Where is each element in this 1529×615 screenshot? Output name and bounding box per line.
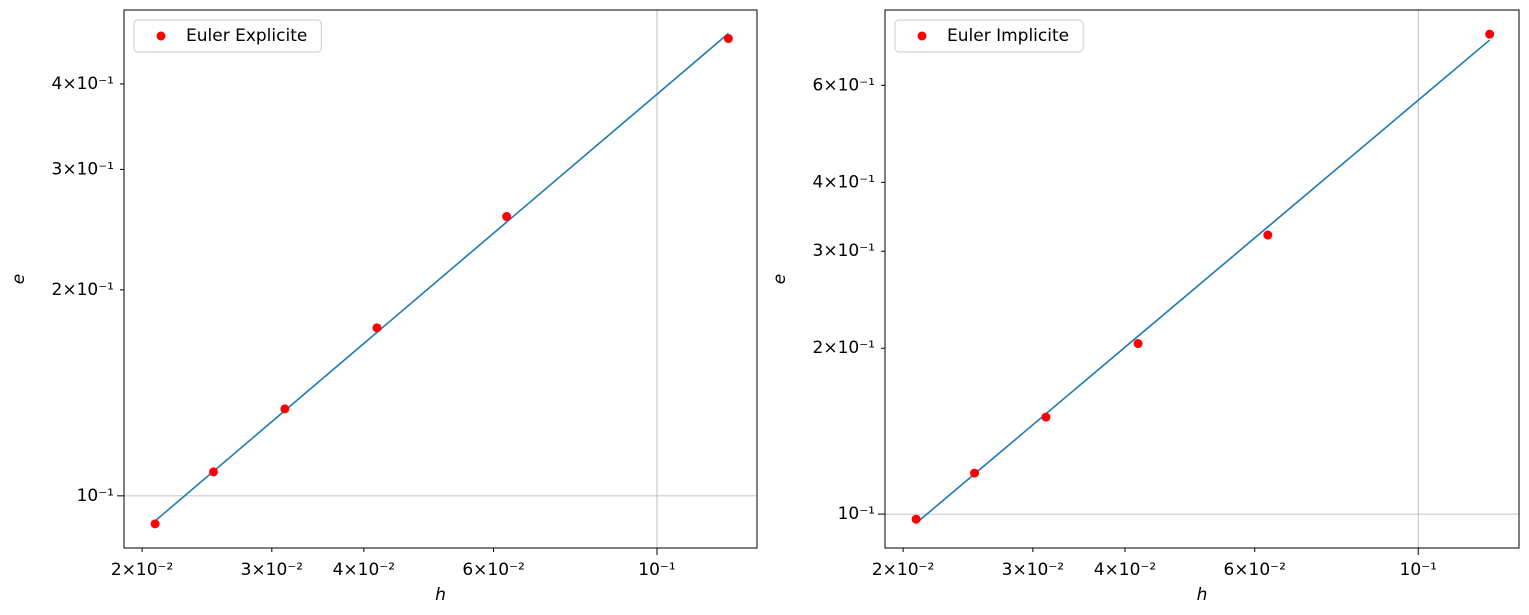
legend-box [894, 19, 1084, 53]
y-axis-label: e [770, 274, 790, 284]
point [208, 467, 218, 477]
y-tick-label: 2×10⁻¹ [813, 338, 875, 358]
point [372, 323, 382, 333]
y-tick-label: 4×10⁻¹ [52, 74, 114, 94]
x-tick-label: 3×10⁻² [241, 560, 303, 580]
y-tick-label: 4×10⁻¹ [813, 172, 875, 192]
x-tick-label: 2×10⁻² [872, 560, 934, 580]
y-axis-label: e [9, 274, 29, 284]
legend-label: Euler Implicite [947, 26, 1069, 46]
point [502, 212, 512, 222]
y-tick-label: 6×10⁻¹ [813, 75, 875, 95]
x-tick-label: 10⁻¹ [638, 560, 675, 580]
x-tick-label: 6×10⁻² [462, 560, 524, 580]
axes-frame [884, 9, 1520, 549]
x-tick-label: 4×10⁻² [333, 560, 395, 580]
legend-marker [917, 31, 927, 41]
point [911, 514, 921, 524]
fit-line [154, 32, 729, 522]
axes-frame [123, 9, 758, 549]
x-axis-label: h [435, 585, 446, 605]
point [280, 404, 290, 414]
legend-label: Euler Explicite [186, 26, 307, 46]
y-tick-label: 3×10⁻¹ [813, 241, 875, 261]
point [970, 468, 980, 478]
y-tick-label: 10⁻¹ [838, 504, 875, 524]
point [1263, 230, 1273, 240]
y-tick-label: 10⁻¹ [77, 486, 114, 506]
x-tick-label: 2×10⁻² [111, 560, 173, 580]
fit-line [915, 39, 1491, 524]
legend: Euler Explicite [133, 19, 322, 53]
x-tick-label: 4×10⁻² [1094, 560, 1156, 580]
point [1041, 412, 1051, 422]
x-axis-label: h [1197, 585, 1208, 605]
x-tick-label: 3×10⁻² [1002, 560, 1064, 580]
point [1133, 339, 1143, 349]
legend-box [133, 19, 322, 53]
point [1485, 29, 1495, 39]
legend-marker [156, 31, 166, 41]
x-tick-label: 6×10⁻² [1223, 560, 1285, 580]
legend: Euler Implicite [894, 19, 1084, 53]
y-tick-label: 3×10⁻¹ [52, 159, 114, 179]
x-tick-label: 10⁻¹ [1400, 560, 1437, 580]
point [150, 519, 160, 529]
y-tick-label: 2×10⁻¹ [52, 280, 114, 300]
point [723, 34, 733, 44]
